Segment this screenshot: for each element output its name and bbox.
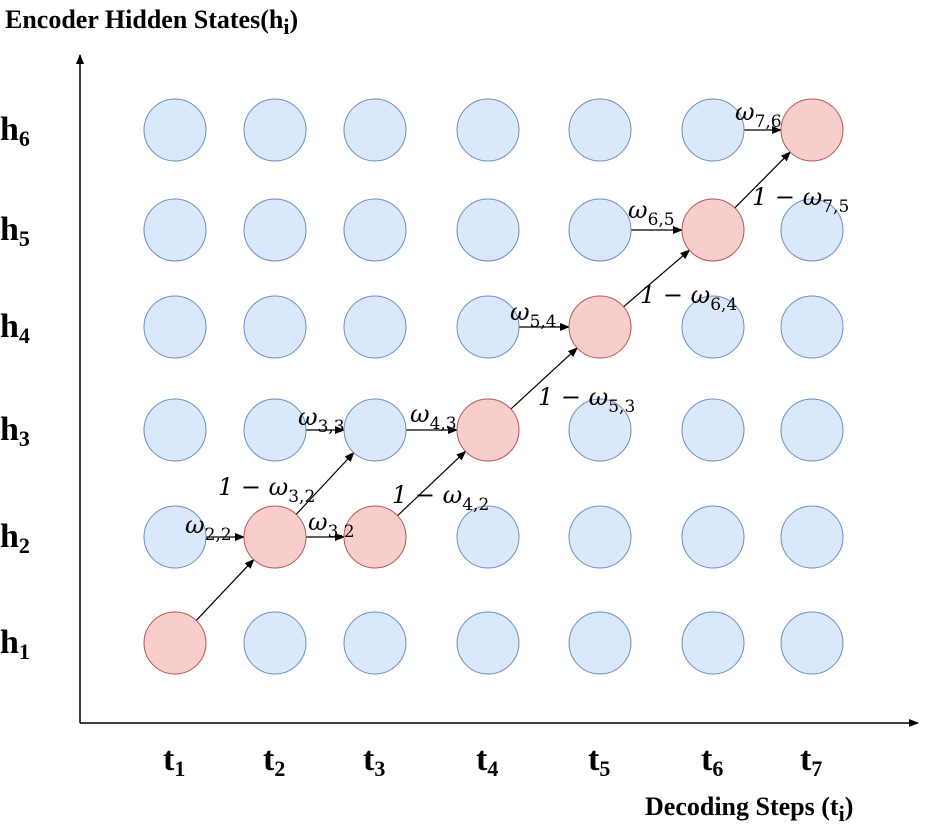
x-tick-t7: t7: [800, 741, 822, 781]
edge-label-6-4: 1 − ω6,4: [640, 281, 737, 315]
node-t4-h5: [456, 198, 520, 262]
node-t3-h2: [343, 505, 407, 569]
node-t4-h4: [456, 295, 520, 359]
node-t7-h1: [780, 611, 844, 675]
node-t5-h5: [568, 198, 632, 262]
node-t1-h6: [143, 98, 207, 162]
edge-2-2-to-3-3: [295, 451, 355, 515]
nodes-layer: [143, 98, 844, 675]
node-t4-h1: [456, 611, 520, 675]
node-t5-h3: [568, 398, 632, 462]
node-t2-h2: [243, 505, 307, 569]
x-tick-t6: t6: [701, 741, 723, 781]
node-t6-h4: [681, 295, 745, 359]
node-t2-h5: [243, 198, 307, 262]
node-t2-h6: [243, 98, 307, 162]
edge-label-4-3: ω4,3: [410, 400, 457, 434]
node-t1-h3: [143, 398, 207, 462]
edge-label-4-2: 1 − ω4,2: [392, 481, 489, 515]
node-t5-h6: [568, 98, 632, 162]
node-t6-h3: [681, 398, 745, 462]
edge-label-3-2: 1 − ω3,2: [218, 473, 315, 507]
node-t3-h6: [343, 98, 407, 162]
y-tick-h4: h4: [0, 308, 30, 348]
edge-label-7-5: 1 − ω7,5: [752, 183, 849, 217]
node-t6-h1: [681, 611, 745, 675]
edge-4-3-to-5-4: [510, 347, 578, 410]
edge-label-5-4: ω5,4: [510, 298, 557, 332]
node-t3-h1: [343, 611, 407, 675]
node-t4-h3: [456, 398, 520, 462]
edge-1-1-to-2-2: [195, 558, 255, 621]
node-t7-h4: [780, 295, 844, 359]
node-t4-h2: [456, 505, 520, 569]
ticks-layer: t1 t2 t3 t4 t5 t6 t7 h6 h5 h4 h3 h2 h1: [0, 111, 822, 781]
node-t7-h5: [780, 198, 844, 262]
edge-6-5-to-7-6: [734, 151, 791, 209]
node-t1-h4: [143, 295, 207, 359]
x-tick-t3: t3: [363, 741, 385, 781]
node-t5-h4: [568, 295, 632, 359]
y-tick-h5: h5: [0, 211, 30, 251]
edge-3-2-to-4-3: [397, 450, 467, 517]
y-axis-title: Encoder Hidden States(hi): [5, 5, 298, 39]
x-tick-t4: t4: [476, 741, 498, 781]
node-t4-h6: [456, 98, 520, 162]
node-t2-h3: [243, 398, 307, 462]
x-tick-t2: t2: [263, 741, 285, 781]
node-t2-h4: [243, 295, 307, 359]
labels-layer: ω2,2 ω3,21 − ω3,2 ω3,3 1 − ω4,2 ω4,3 1 − ω5,3…: [185, 98, 849, 545]
edge-label-2-2: ω2,2: [185, 511, 232, 545]
x-tick-t5: t5: [588, 741, 610, 781]
edge-5-4-to-6-5: [623, 249, 691, 308]
node-t6-h2: [681, 505, 745, 569]
edge-label-6-5: ω6,5: [628, 196, 675, 230]
edges-layer: [195, 126, 791, 621]
node-t7-h2: [780, 505, 844, 569]
node-t6-h6: [681, 98, 745, 162]
x-tick-t1: t1: [163, 741, 185, 781]
node-t1-h1: [143, 611, 207, 675]
node-t3-h4: [343, 295, 407, 359]
node-t3-h5: [343, 198, 407, 262]
node-t7-h6: [780, 98, 844, 162]
edge-label-3-3: ω3,3: [298, 403, 345, 437]
node-t5-h1: [568, 611, 632, 675]
y-tick-h3: h3: [0, 411, 30, 451]
node-t5-h2: [568, 505, 632, 569]
node-t1-h2: [143, 505, 207, 569]
y-tick-h1: h1: [0, 624, 30, 664]
edge-label-5-3: 1 − ω5,3: [538, 383, 635, 417]
y-tick-h2: h2: [0, 518, 30, 558]
y-tick-h6: h6: [0, 111, 30, 151]
node-t2-h1: [243, 611, 307, 675]
x-axis-title: Decoding Steps (ti): [645, 792, 853, 826]
node-t1-h5: [143, 198, 207, 262]
edge-label-3-2: ω3,2: [308, 508, 355, 542]
edge-label-7-6: ω7,6: [735, 98, 782, 132]
node-t6-h5: [681, 198, 745, 262]
node-t3-h3: [343, 398, 407, 462]
node-t7-h3: [780, 398, 844, 462]
